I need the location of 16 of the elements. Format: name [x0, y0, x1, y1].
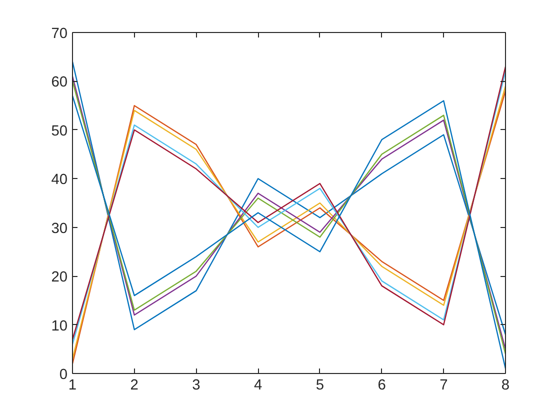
y-tick-label: 0	[59, 367, 68, 383]
x-tick-label: 2	[130, 378, 138, 394]
x-tick-label: 6	[378, 378, 386, 394]
x-tick-label: 3	[192, 378, 200, 394]
x-tick-label: 1	[68, 378, 77, 394]
x-tick-label: 8	[501, 378, 510, 394]
y-tick-label: 60	[51, 74, 68, 91]
y-tick-label: 30	[51, 220, 68, 237]
x-tick-label: 5	[316, 378, 324, 394]
y-tick-label: 50	[51, 123, 68, 140]
y-tick-label: 20	[51, 270, 68, 286]
y-tick-label: 70	[51, 26, 68, 42]
x-tick-label: 4	[254, 378, 262, 394]
y-tick-label: 40	[51, 172, 68, 188]
x-tick-label: 7	[440, 378, 448, 394]
y-tick-label: 10	[51, 318, 68, 334]
